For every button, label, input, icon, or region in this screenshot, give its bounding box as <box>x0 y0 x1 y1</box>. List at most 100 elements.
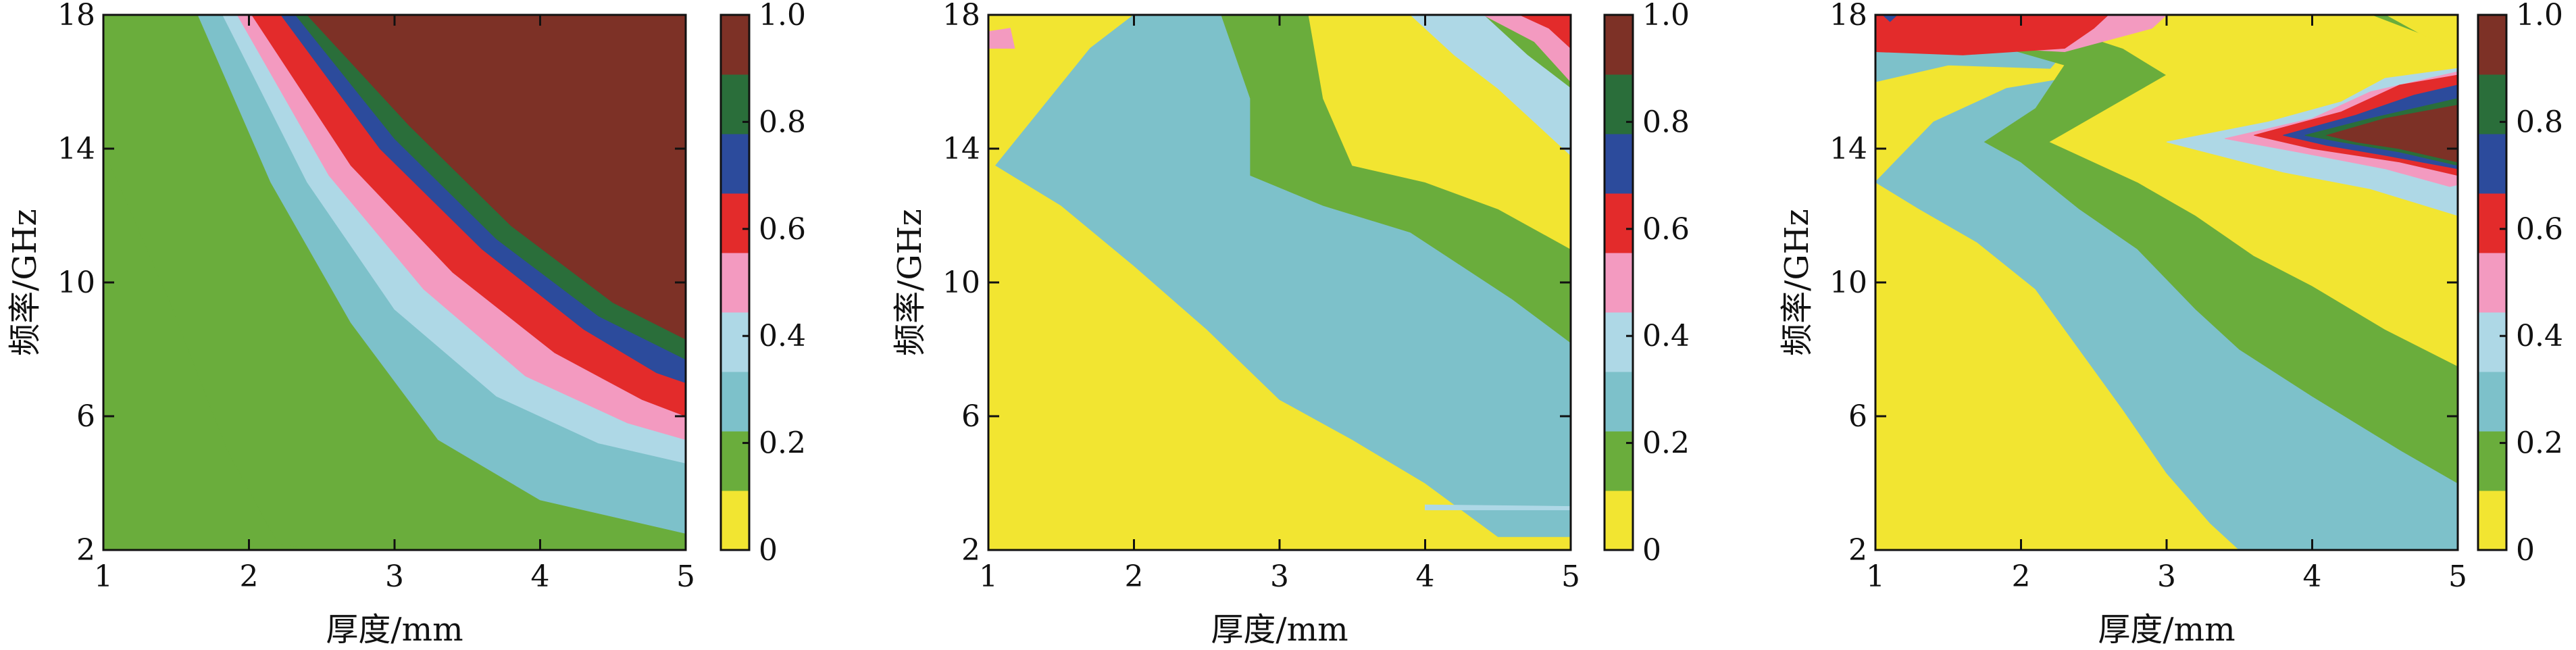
heatmap-regions <box>1875 15 2458 550</box>
colorbar-segment-pink <box>1605 253 1633 313</box>
y-tick-label: 10 <box>1829 266 1867 300</box>
colorbar-segment-brown <box>1605 15 1633 75</box>
y-tick-label: 6 <box>961 399 980 434</box>
x-tick-label: 1 <box>94 559 113 594</box>
x-tick-label: 3 <box>385 559 404 594</box>
y-axis-label: 频率/GHz <box>1778 209 1816 356</box>
colorbar-segment-yellow <box>721 491 749 551</box>
colorbar-segment-red <box>1605 193 1633 253</box>
y-axis-label: 频率/GHz <box>891 209 929 356</box>
colorbar-segment-teal <box>2478 372 2506 432</box>
y-tick-label: 2 <box>1848 533 1867 568</box>
colorbar-tick-label: 1.0 <box>2516 0 2563 32</box>
colorbar-tick-label: 0.2 <box>2516 426 2563 461</box>
colorbar-tick-label: 0.4 <box>1642 319 1690 353</box>
colorbar-frame <box>719 14 751 551</box>
heatmap-region-lightblue <box>1410 15 1571 156</box>
y-tick-label: 2 <box>76 533 95 568</box>
colorbar-tick-label: 0.4 <box>759 319 806 353</box>
y-tick-label: 14 <box>942 132 980 166</box>
x-tick-label: 4 <box>2303 559 2322 594</box>
colorbar-tick-label: 0.8 <box>2516 105 2563 139</box>
colorbar-tick-label: 0 <box>2516 533 2535 568</box>
colorbar-tick-label: 0 <box>759 533 778 568</box>
x-axis-label: 厚度/mm <box>326 611 463 649</box>
colorbar-tick-label: 0.4 <box>2516 319 2563 353</box>
colorbar-tick-label: 0.8 <box>759 105 806 139</box>
x-tick-label: 1 <box>979 559 998 594</box>
colorbar-segment-yellow <box>1605 491 1633 551</box>
colorbar-segment-darkgreen <box>721 74 749 134</box>
heatmap-region-pink <box>1483 15 1571 82</box>
heatmap-regions <box>988 15 1571 537</box>
colorbar-segment-darkgreen <box>2478 74 2506 134</box>
colorbar-tick-label: 0.6 <box>1642 212 1690 247</box>
x-tick-label: 5 <box>1561 559 1580 594</box>
x-tick-label: 2 <box>2012 559 2031 594</box>
heatmap-regions <box>103 15 686 550</box>
x-tick-label: 3 <box>2157 559 2176 594</box>
colorbar-segment-pink <box>2478 253 2506 313</box>
colorbar-segment-green <box>1605 431 1633 491</box>
x-tick-label: 2 <box>1125 559 1144 594</box>
colorbar-segment-brown <box>2478 15 2506 75</box>
x-tick-label: 4 <box>1416 559 1435 594</box>
colorbar-segment-navy <box>721 134 749 194</box>
y-tick-label: 18 <box>942 0 980 32</box>
colorbar-tick-label: 1.0 <box>759 0 806 32</box>
colorbar-segment-lightblue <box>721 312 749 372</box>
y-tick-label: 18 <box>1829 0 1867 32</box>
colorbar-tick-label: 0 <box>1642 533 1661 568</box>
y-tick-label: 18 <box>57 0 95 32</box>
colorbar-segment-red <box>2478 193 2506 253</box>
colorbar-tick-label: 0.2 <box>1642 426 1690 461</box>
colorbar-segment-brown <box>721 15 749 75</box>
heatmap-region-brown <box>307 15 686 340</box>
colorbar-segment-darkgreen <box>1605 74 1633 134</box>
heatmap-region-pink <box>988 28 1015 49</box>
colorbar-segment-yellow <box>2478 491 2506 551</box>
x-tick-label: 3 <box>1270 559 1289 594</box>
colorbar-tick-label: 0.2 <box>759 426 806 461</box>
colorbar-segment-pink <box>721 253 749 313</box>
heatmap-region-lightblue <box>2414 184 2458 206</box>
heatmap-region-red <box>1875 15 2109 55</box>
x-axis-label: 厚度/mm <box>1211 611 1348 649</box>
colorbar-frame <box>1603 14 1634 551</box>
colorbar-segment-red <box>721 193 749 253</box>
colorbar-segment-green <box>721 431 749 491</box>
colorbar-tick-label: 1.0 <box>1642 0 1690 32</box>
x-tick-label: 5 <box>2448 559 2467 594</box>
colorbar-segment-lightblue <box>1605 312 1633 372</box>
x-tick-label: 1 <box>1866 559 1885 594</box>
colorbar-frame <box>2477 14 2508 551</box>
y-tick-label: 10 <box>57 266 95 300</box>
y-tick-label: 14 <box>1829 132 1867 166</box>
colorbar-segment-lightblue <box>2478 312 2506 372</box>
heatmap-region-lightblue <box>1425 504 1571 511</box>
y-tick-label: 6 <box>76 399 95 434</box>
y-tick-label: 6 <box>1848 399 1867 434</box>
colorbar-segment-teal <box>721 372 749 432</box>
heatmap-region-brown <box>2325 105 2458 163</box>
y-tick-label: 2 <box>961 533 980 568</box>
colorbar-segment-navy <box>2478 134 2506 194</box>
colorbar-segment-navy <box>1605 134 1633 194</box>
x-axis-label: 厚度/mm <box>2098 611 2235 649</box>
y-tick-label: 10 <box>942 266 980 300</box>
x-tick-label: 5 <box>676 559 695 594</box>
colorbar-segment-green <box>2478 431 2506 491</box>
colorbar-tick-label: 0.6 <box>759 212 806 247</box>
x-tick-label: 4 <box>531 559 550 594</box>
colorbar-segment-teal <box>1605 372 1633 432</box>
y-axis-label: 频率/GHz <box>6 209 44 356</box>
heatmap-region-red <box>1519 15 1571 49</box>
colorbar-tick-label: 0.8 <box>1642 105 1690 139</box>
x-tick-label: 2 <box>240 559 259 594</box>
heatmap-region-navy <box>1882 15 1898 22</box>
y-tick-label: 14 <box>57 132 95 166</box>
